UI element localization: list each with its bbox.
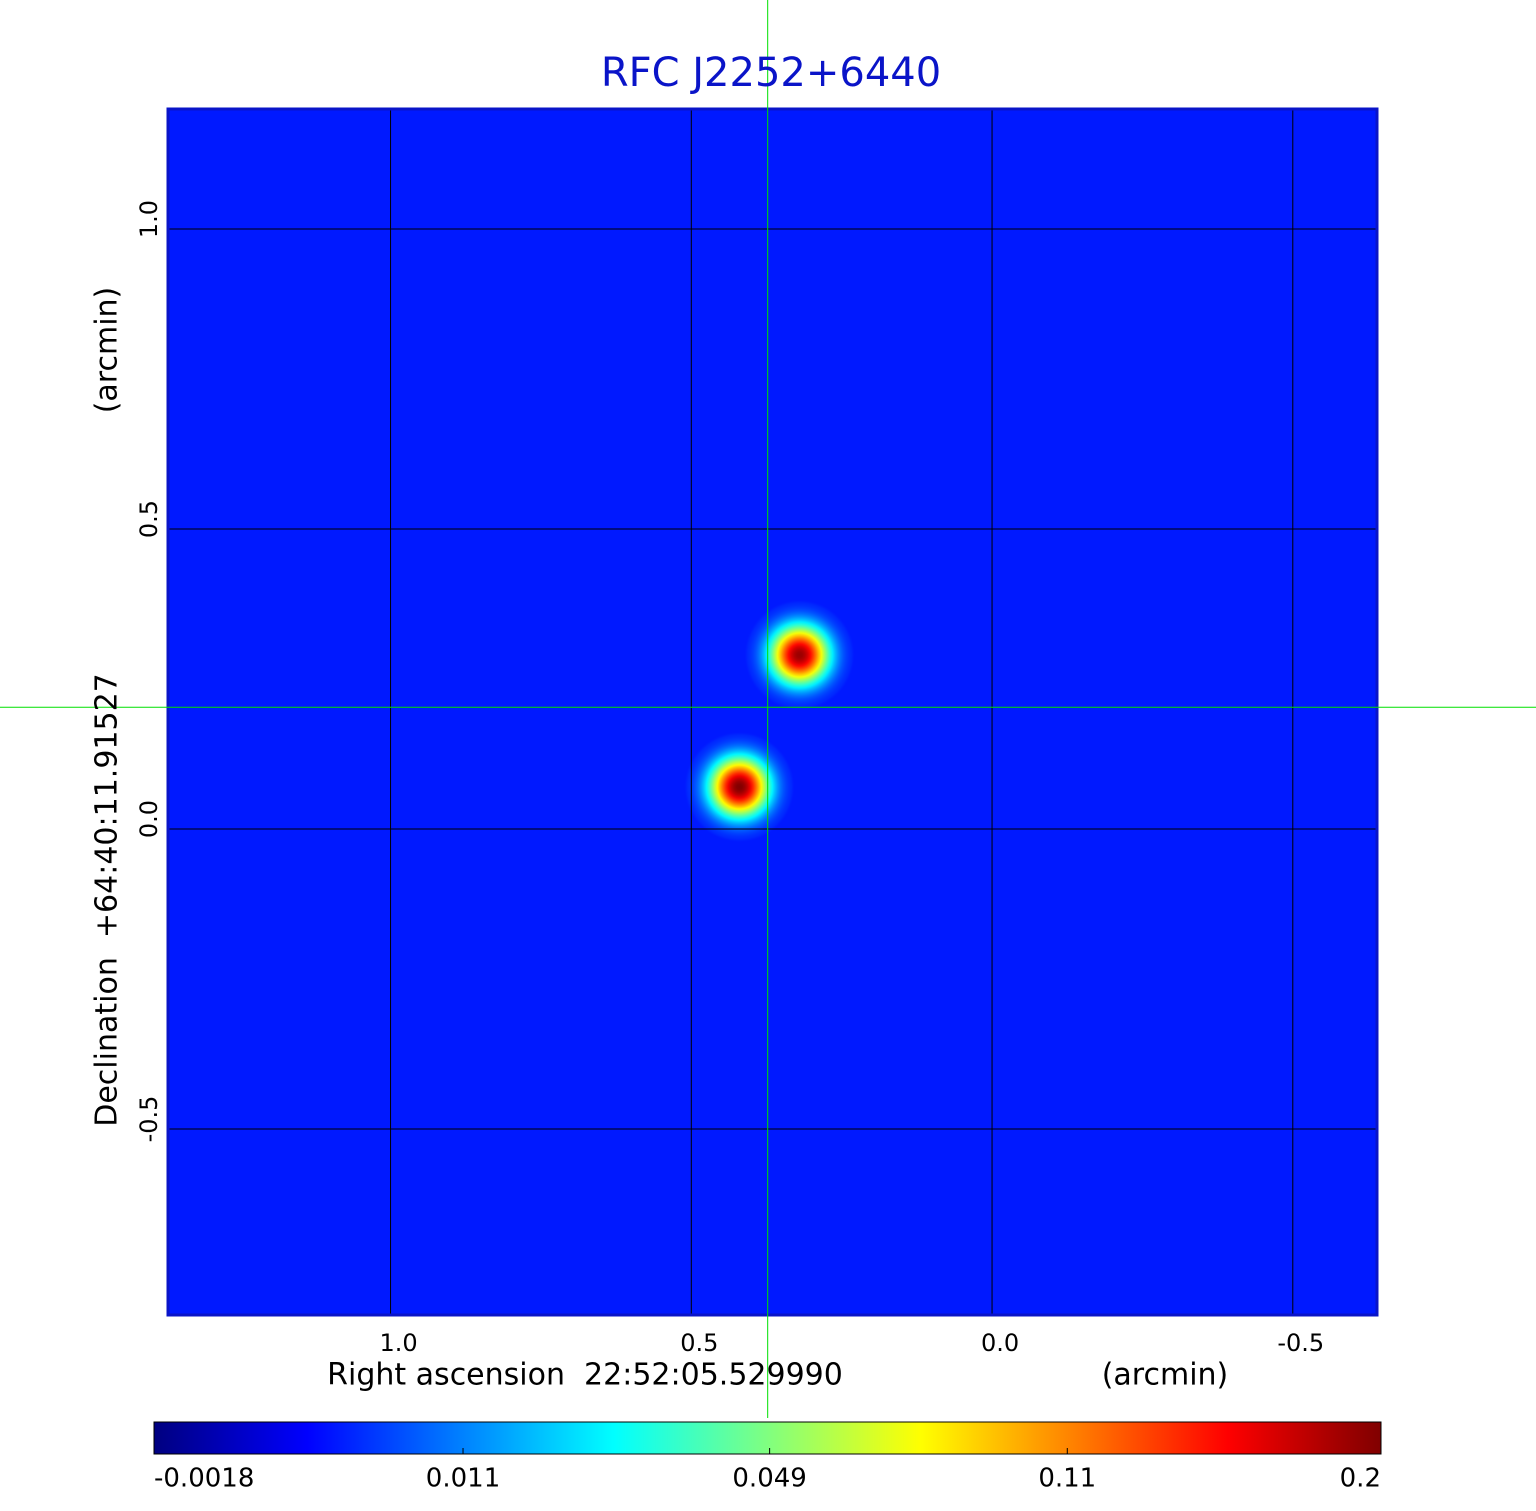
colorbar <box>153 1421 1382 1455</box>
x-tick-label: -0.5 <box>1277 1329 1324 1357</box>
x-tick-label: 0.0 <box>981 1329 1019 1357</box>
y-axis-unit: (arcmin) <box>90 287 125 414</box>
source <box>684 732 795 842</box>
y-axis-label: Declination +64:40:11.91527 <box>90 673 125 1127</box>
x-axis-unit: (arcmin) <box>1102 1358 1229 1393</box>
y-tick-label: -0.5 <box>135 1096 163 1143</box>
plot-frame <box>166 107 1379 1317</box>
y-tick-label: 1.0 <box>135 200 163 238</box>
x-axis-label: Right ascension 22:52:05.529990 <box>327 1358 843 1393</box>
y-tick-label: 0.0 <box>135 800 163 838</box>
image-background <box>168 109 1377 1315</box>
y-tick-label: 0.5 <box>135 500 163 538</box>
colorbar-tick-label: 0.049 <box>732 1464 806 1494</box>
chart-title: RFC J2252+6440 <box>601 50 941 96</box>
colorbar-tick-label: -0.0018 <box>154 1464 254 1494</box>
source <box>744 600 855 710</box>
x-tick-label: 1.0 <box>379 1329 417 1357</box>
colorbar-tick-label: 0.11 <box>1038 1464 1096 1494</box>
colorbar-tick-label: 0.2 <box>1340 1464 1381 1494</box>
x-tick-label: 0.5 <box>680 1329 718 1357</box>
colorbar-tick-label: 0.011 <box>426 1464 500 1494</box>
